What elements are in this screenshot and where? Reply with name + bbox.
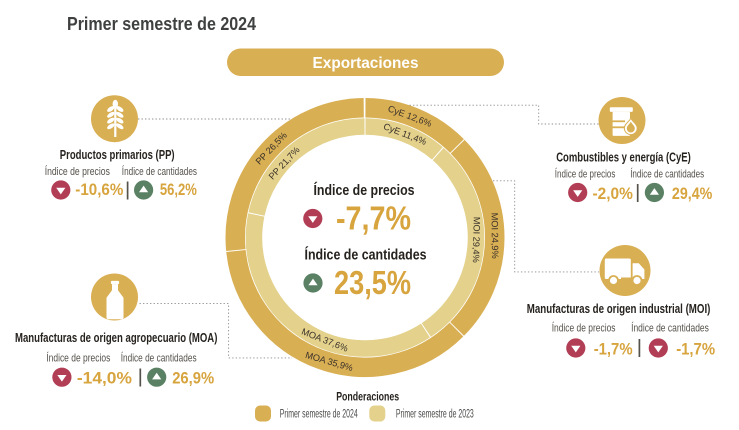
svg-text:Combustibles y energía (CyE): Combustibles y energía (CyE) xyxy=(556,149,691,164)
svg-text:-1,7%: -1,7% xyxy=(594,339,633,358)
svg-text:Índice de cantidades: Índice de cantidades xyxy=(122,165,197,178)
svg-text:Índice de precios: Índice de precios xyxy=(45,165,110,178)
svg-text:Primer semestre de 2023: Primer semestre de 2023 xyxy=(396,409,474,421)
svg-text:26,9%: 26,9% xyxy=(172,369,214,388)
svg-text:Índice de precios: Índice de precios xyxy=(314,182,415,199)
svg-text:MOI 29,4%: MOI 29,4% xyxy=(471,217,482,263)
svg-text:-14,0%: -14,0% xyxy=(77,369,132,388)
svg-text:Primer semestre de 2024: Primer semestre de 2024 xyxy=(67,13,257,34)
svg-text:-10,6%: -10,6% xyxy=(75,180,123,199)
svg-text:Índice de precios: Índice de precios xyxy=(555,168,616,181)
svg-text:-1,7%: -1,7% xyxy=(676,339,715,358)
svg-text:29,4%: 29,4% xyxy=(672,184,712,203)
svg-text:Índice de cantidades: Índice de cantidades xyxy=(630,168,704,181)
svg-text:-7,7%: -7,7% xyxy=(336,200,411,237)
svg-text:Manufacturas de origen agropec: Manufacturas de origen agropecuario (MOA… xyxy=(15,330,217,345)
svg-text:-2,0%: -2,0% xyxy=(593,184,633,203)
svg-text:Índice de cantidades: Índice de cantidades xyxy=(305,247,427,264)
svg-text:Índice de cantidades: Índice de cantidades xyxy=(121,352,197,365)
svg-text:23,5%: 23,5% xyxy=(334,264,411,301)
svg-text:Productos primarios (PP): Productos primarios (PP) xyxy=(60,147,175,162)
svg-text:Exportaciones: Exportaciones xyxy=(313,55,419,72)
svg-text:Ponderaciones: Ponderaciones xyxy=(336,390,399,404)
svg-text:MOI 24,9%: MOI 24,9% xyxy=(489,213,500,259)
svg-text:Índice de precios: Índice de precios xyxy=(46,352,110,365)
svg-text:Índice de precios: Índice de precios xyxy=(552,322,616,335)
svg-text:Primer semestre de 2024: Primer semestre de 2024 xyxy=(280,409,358,421)
svg-text:56,2%: 56,2% xyxy=(160,180,197,199)
svg-text:Manufacturas de origen industr: Manufacturas de origen industrial (MOI) xyxy=(527,301,711,316)
svg-text:Índice de cantidades: Índice de cantidades xyxy=(631,322,709,335)
